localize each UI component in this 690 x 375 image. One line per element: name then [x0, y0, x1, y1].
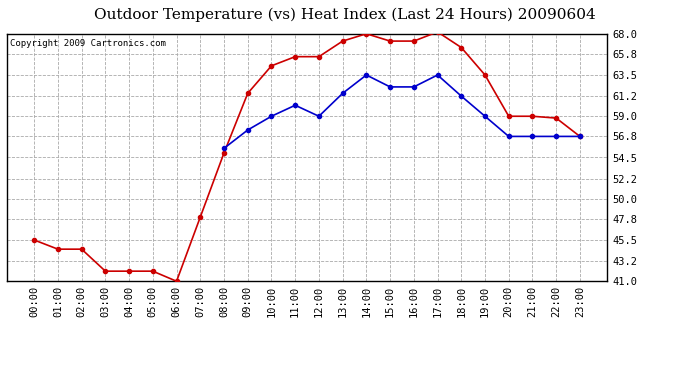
Text: Copyright 2009 Cartronics.com: Copyright 2009 Cartronics.com: [10, 39, 166, 48]
Text: Outdoor Temperature (vs) Heat Index (Last 24 Hours) 20090604: Outdoor Temperature (vs) Heat Index (Las…: [94, 8, 596, 22]
